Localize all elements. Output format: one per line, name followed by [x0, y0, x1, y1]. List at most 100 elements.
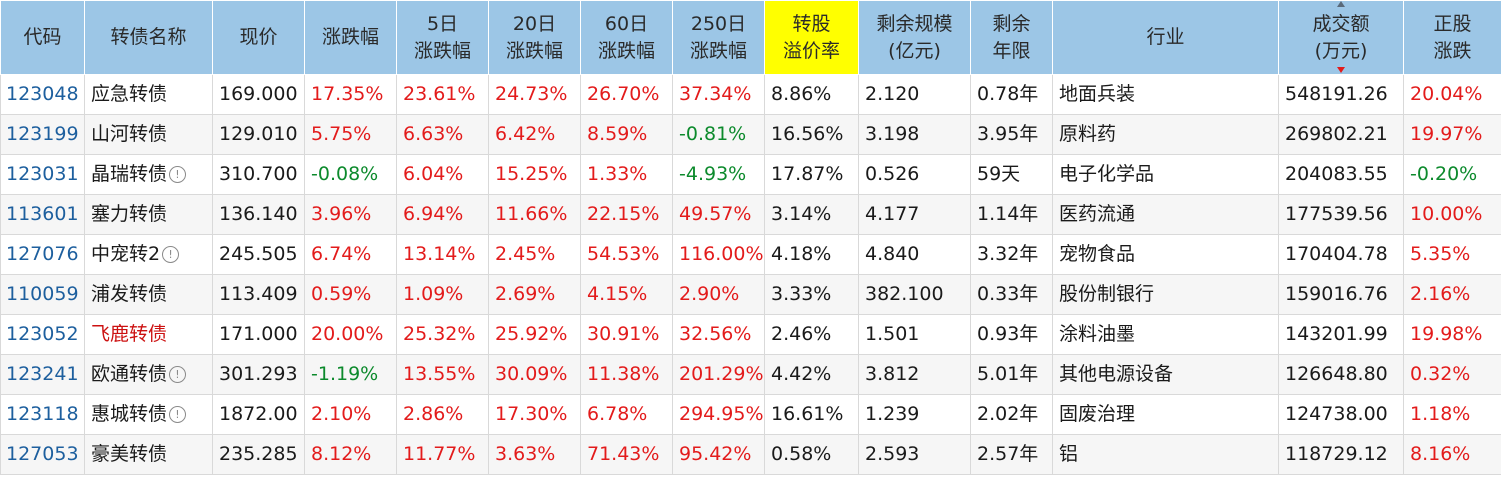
name-cell[interactable]: 惠城转债!: [84, 394, 213, 435]
column-header-scale[interactable]: 剩余规模 (亿元): [858, 0, 971, 75]
column-header-price[interactable]: 现价: [212, 0, 305, 75]
industry-cell: 原料药: [1052, 114, 1279, 155]
change-5d-cell: 2.86%: [396, 394, 489, 435]
column-header-chg5[interactable]: 5日 涨跌幅: [396, 0, 489, 75]
code-cell[interactable]: 113601: [0, 194, 85, 235]
column-header-label: 行业: [1146, 26, 1185, 48]
volume-cell: 269802.21: [1278, 114, 1404, 155]
price-cell: 235.285: [212, 434, 305, 475]
column-header-stock-chg[interactable]: 正股 涨跌: [1403, 0, 1501, 75]
column-header-name[interactable]: 转债名称: [84, 0, 213, 75]
info-icon[interactable]: !: [169, 406, 187, 423]
column-header-sublabel: (万元): [1314, 39, 1368, 62]
name-cell[interactable]: 飞鹿转债: [84, 314, 213, 355]
column-header-premium[interactable]: 转股 溢价率: [764, 0, 859, 75]
change-5d-cell: 23.61%: [396, 74, 489, 115]
premium-cell: 17.87%: [764, 154, 859, 195]
change-250d-cell: 95.42%: [672, 434, 765, 475]
bond-name[interactable]: 惠城转债: [91, 403, 168, 425]
column-header-label: 转股: [792, 12, 831, 35]
price-cell: 301.293: [212, 354, 305, 395]
change-cell: 2.10%: [304, 394, 397, 435]
remaining-scale-cell: 3.812: [858, 354, 971, 395]
code-cell[interactable]: 123031: [0, 154, 85, 195]
code-cell[interactable]: 110059: [0, 274, 85, 315]
name-cell[interactable]: 欧通转债!: [84, 354, 213, 395]
bond-name[interactable]: 应急转债: [91, 83, 168, 105]
sort-descending-icon[interactable]: [1337, 67, 1345, 73]
change-60d-cell: 11.38%: [580, 354, 673, 395]
bond-name[interactable]: 晶瑞转债: [91, 163, 168, 185]
change-60d-cell: 26.70%: [580, 74, 673, 115]
table-row[interactable]: 127053 豪美转债 235.285 8.12% 11.77% 3.63% 71.43% 9…: [0, 434, 1501, 475]
bond-name[interactable]: 欧通转债: [91, 363, 168, 385]
name-cell[interactable]: 浦发转债: [84, 274, 213, 315]
change-cell: 3.96%: [304, 194, 397, 235]
bond-name[interactable]: 飞鹿转债: [91, 323, 168, 345]
change-60d-cell: 4.15%: [580, 274, 673, 315]
bond-name[interactable]: 山河转债: [91, 123, 168, 145]
bond-name[interactable]: 浦发转债: [91, 283, 168, 305]
stock-change-cell: -0.20%: [1403, 154, 1501, 195]
column-header-industry[interactable]: 行业: [1052, 0, 1279, 75]
price-cell: 1872.00: [212, 394, 305, 435]
change-cell: -1.19%: [304, 354, 397, 395]
table-row[interactable]: 123241 欧通转债! 301.293 -1.19% 13.55% 30.09% 11.3…: [0, 354, 1501, 395]
table-row[interactable]: 123031 晶瑞转债! 310.700 -0.08% 6.04% 15.25% 1.33%…: [0, 154, 1501, 195]
bond-name[interactable]: 塞力转债: [91, 203, 168, 225]
column-header-years[interactable]: 剩余 年限: [970, 0, 1053, 75]
remaining-years-cell: 0.33年: [970, 274, 1053, 315]
bond-name[interactable]: 中宠转2: [91, 243, 161, 265]
table-row[interactable]: 123048 应急转债 169.000 17.35% 23.61% 24.73% 26.70…: [0, 74, 1501, 115]
sort-ascending-icon[interactable]: [1337, 1, 1345, 7]
name-cell[interactable]: 应急转债: [84, 74, 213, 115]
industry-cell: 固废治理: [1052, 394, 1279, 435]
premium-cell: 3.14%: [764, 194, 859, 235]
change-cell: 0.59%: [304, 274, 397, 315]
code-cell[interactable]: 123118: [0, 394, 85, 435]
remaining-years-cell: 0.78年: [970, 74, 1053, 115]
info-icon[interactable]: !: [169, 166, 187, 183]
premium-cell: 4.18%: [764, 234, 859, 275]
change-250d-cell: 49.57%: [672, 194, 765, 235]
code-cell[interactable]: 127076: [0, 234, 85, 275]
code-cell[interactable]: 123052: [0, 314, 85, 355]
change-cell: 8.12%: [304, 434, 397, 475]
name-cell[interactable]: 中宠转2!: [84, 234, 213, 275]
premium-cell: 16.56%: [764, 114, 859, 155]
change-20d-cell: 6.42%: [488, 114, 581, 155]
change-60d-cell: 22.15%: [580, 194, 673, 235]
change-20d-cell: 2.69%: [488, 274, 581, 315]
remaining-years-cell: 3.32年: [970, 234, 1053, 275]
column-header-volume[interactable]: 成交额 (万元): [1278, 0, 1404, 75]
volume-cell: 126648.80: [1278, 354, 1404, 395]
name-cell[interactable]: 山河转债: [84, 114, 213, 155]
column-header-chg[interactable]: 涨跌幅: [304, 0, 397, 75]
table-row[interactable]: 110059 浦发转债 113.409 0.59% 1.09% 2.69% 4.15% 2.9…: [0, 274, 1501, 315]
code-cell[interactable]: 123048: [0, 74, 85, 115]
code-cell[interactable]: 127053: [0, 434, 85, 475]
premium-cell: 0.58%: [764, 434, 859, 475]
table-row[interactable]: 123199 山河转债 129.010 5.75% 6.63% 6.42% 8.59% -0.…: [0, 114, 1501, 155]
bond-name[interactable]: 豪美转债: [91, 443, 168, 465]
table-row[interactable]: 123118 惠城转债! 1872.00 2.10% 2.86% 17.30% 6.78% 2…: [0, 394, 1501, 435]
table-row[interactable]: 127076 中宠转2! 245.505 6.74% 13.14% 2.45% 54.53%…: [0, 234, 1501, 275]
name-cell[interactable]: 豪美转债: [84, 434, 213, 475]
change-20d-cell: 11.66%: [488, 194, 581, 235]
info-icon[interactable]: !: [169, 366, 187, 383]
name-cell[interactable]: 塞力转债: [84, 194, 213, 235]
remaining-scale-cell: 1.239: [858, 394, 971, 435]
code-cell[interactable]: 123199: [0, 114, 85, 155]
column-header-chg250[interactable]: 250日 涨跌幅: [672, 0, 765, 75]
price-cell: 310.700: [212, 154, 305, 195]
name-cell[interactable]: 晶瑞转债!: [84, 154, 213, 195]
info-icon[interactable]: !: [162, 246, 180, 263]
column-header-code[interactable]: 代码: [0, 0, 85, 75]
table-row[interactable]: 113601 塞力转债 136.140 3.96% 6.94% 11.66% 22.15% 4…: [0, 194, 1501, 235]
column-header-chg20[interactable]: 20日 涨跌幅: [488, 0, 581, 75]
change-5d-cell: 6.04%: [396, 154, 489, 195]
table-row[interactable]: 123052 飞鹿转债 171.000 20.00% 25.32% 25.92% 30.91…: [0, 314, 1501, 355]
code-cell[interactable]: 123241: [0, 354, 85, 395]
column-header-chg60[interactable]: 60日 涨跌幅: [580, 0, 673, 75]
change-20d-cell: 30.09%: [488, 354, 581, 395]
